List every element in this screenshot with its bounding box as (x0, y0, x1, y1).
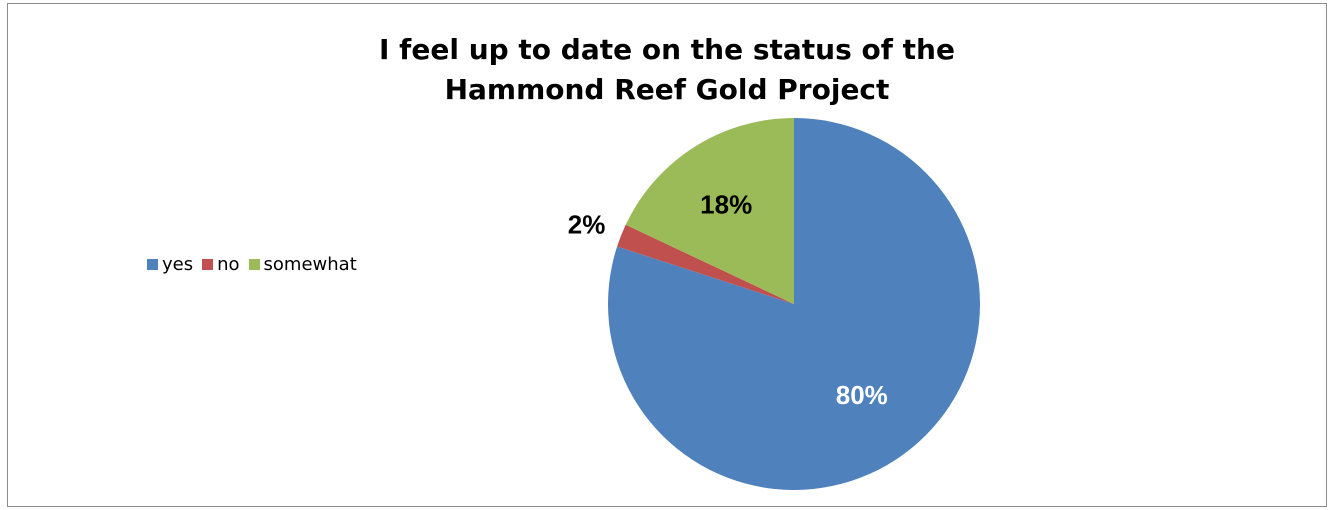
legend-swatch-somewhat (248, 259, 260, 270)
chart-title: I feel up to date on the status of the H… (0, 30, 1334, 110)
legend-item-somewhat: somewhat (248, 254, 357, 275)
chart-title-line-1: I feel up to date on the status of the (379, 33, 955, 66)
legend-item-yes: yes (147, 254, 193, 275)
pie-slice-yes (608, 118, 981, 490)
legend-label-somewhat: somewhat (263, 254, 357, 275)
data-label-somewhat: 18% (700, 190, 752, 220)
pie-slice-somewhat (625, 118, 794, 304)
legend: yes no somewhat (147, 254, 366, 275)
legend-swatch-yes (147, 259, 158, 270)
data-label-yes: 80% (836, 380, 888, 410)
chart-title-line-2: Hammond Reef Gold Project (444, 73, 890, 106)
legend-swatch-no (202, 259, 214, 270)
data-label-no: 2% (568, 210, 606, 240)
legend-label-no: no (217, 254, 240, 275)
pie-slice-no (617, 224, 794, 304)
legend-item-no: no (202, 254, 240, 275)
legend-label-yes: yes (162, 254, 194, 275)
